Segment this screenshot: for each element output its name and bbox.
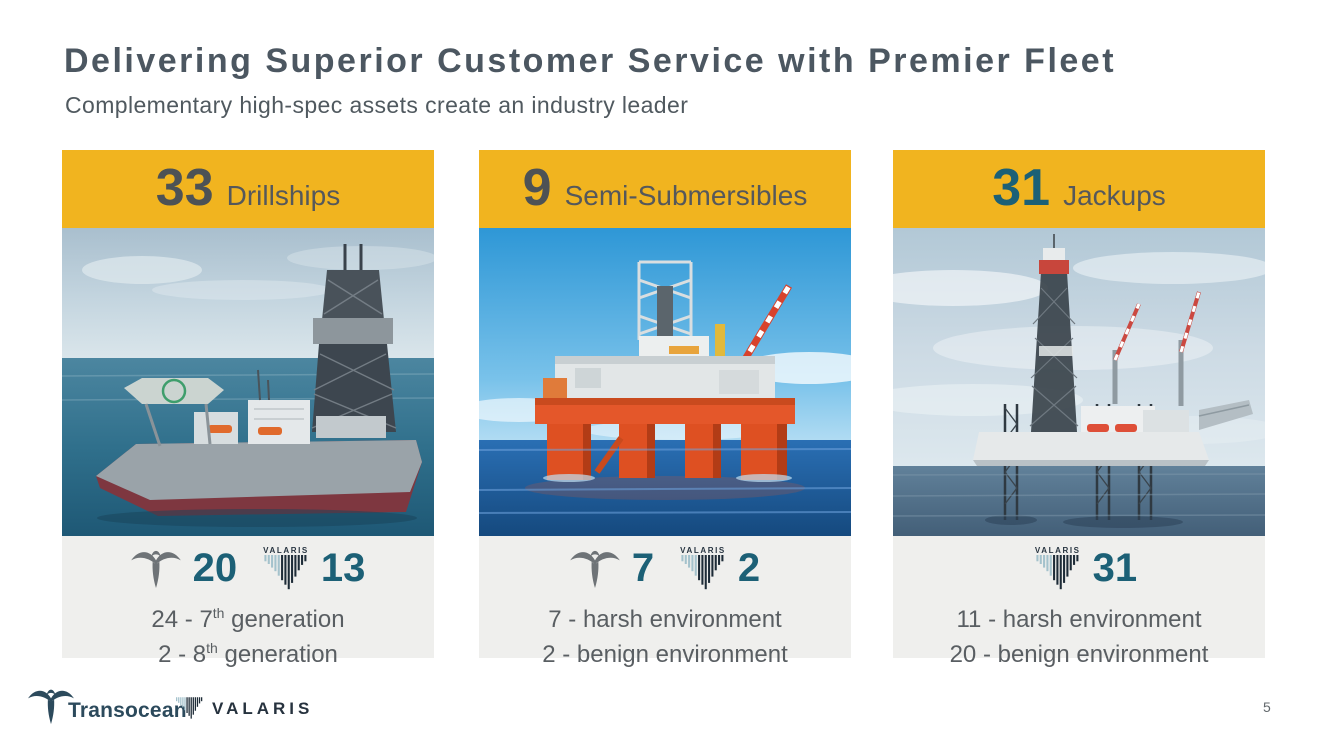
page-number: 5: [1263, 699, 1271, 715]
valaris-jackups-count: 31: [1092, 546, 1138, 590]
detail-line: 2 - 8th generation: [158, 640, 338, 668]
jackups-count: 31: [992, 159, 1051, 217]
semisubmersibles-count: 9: [522, 159, 552, 217]
transocean-logo-icon: [130, 550, 181, 589]
valaris-bars-icon: [681, 554, 724, 589]
card-semisubmersibles-header: 9 Semi-Submersibles: [479, 150, 851, 228]
valaris-logo-icon: VALARIS: [263, 546, 309, 591]
jackups-label: Jackups: [1063, 180, 1166, 211]
valaris-semisubmersibles-count: 2: [737, 546, 761, 590]
valaris-mark-label: VALARIS: [680, 545, 726, 555]
drillship-photo: [62, 228, 434, 536]
semisubmersibles-split-row: 7 VALARIS 2: [479, 541, 851, 595]
semisubmersible-photo: [479, 228, 851, 536]
valaris-bars-icon: [1036, 554, 1079, 589]
card-jackups: 31 Jackups: [893, 150, 1265, 668]
card-drillships-header: 33 Drillships: [62, 150, 434, 228]
page-subtitle: Complementary high-spec assets create an…: [65, 92, 689, 118]
valaris-bars-icon: [264, 554, 307, 589]
transocean-drillships-count: 20: [192, 546, 238, 590]
semisubmersibles-details: 7 - harsh environment 2 - benign environ…: [479, 599, 851, 669]
valaris-mark-icon: [176, 697, 203, 719]
jackups-details: 11 - harsh environment 20 - benign envir…: [893, 599, 1265, 669]
card-jackups-stats: VALARIS 31 11 - harsh environment 20 - b…: [893, 536, 1265, 668]
drillships-label: Drillships: [226, 180, 341, 211]
valaris-footer-logo: VALARIS: [176, 697, 313, 720]
valaris-logo-icon: VALARIS: [680, 546, 726, 591]
transocean-footer-logo: Transocean: [28, 686, 187, 725]
valaris-mark-label: VALARIS: [1034, 545, 1081, 555]
jackup-photo: [893, 228, 1265, 536]
detail-line: 11 - harsh environment: [956, 606, 1202, 633]
page-title: Delivering Superior Customer Service wit…: [64, 42, 1117, 80]
detail-line: 2 - benign environment: [542, 641, 788, 668]
drillships-details: 24 - 7th generation 2 - 8th generation: [62, 599, 434, 669]
transocean-wordmark: Transocean: [68, 699, 187, 722]
valaris-wordmark: VALARIS: [212, 698, 314, 718]
valaris-drillships-count: 13: [320, 546, 366, 590]
drillships-split-row: 20 VALARIS 13: [62, 541, 434, 595]
transocean-logo-icon: [570, 550, 620, 589]
drillships-count: 33: [155, 159, 214, 217]
semisubmersibles-label: Semi-Submersibles: [564, 180, 808, 211]
card-semisubmersibles-stats: 7 VALARIS 2 7 - harsh environment 2 - be…: [479, 536, 851, 668]
transocean-semisubmersibles-count: 7: [631, 546, 655, 590]
card-drillships: 33 Drillships: [62, 150, 434, 668]
valaris-logo-icon: VALARIS: [1035, 546, 1081, 591]
detail-line: 7 - harsh environment: [548, 606, 782, 633]
valaris-mark-label: VALARIS: [263, 545, 309, 555]
card-jackups-header: 31 Jackups: [893, 150, 1265, 228]
detail-line: 20 - benign environment: [949, 641, 1209, 668]
card-drillships-stats: 20 VALARIS 13 24 - 7th generation 2 - 8t…: [62, 536, 434, 668]
detail-line: 24 - 7th generation: [151, 605, 345, 633]
card-semisubmersibles: 9 Semi-Submersibles: [479, 150, 851, 668]
jackups-split-row: VALARIS 31: [893, 541, 1265, 595]
